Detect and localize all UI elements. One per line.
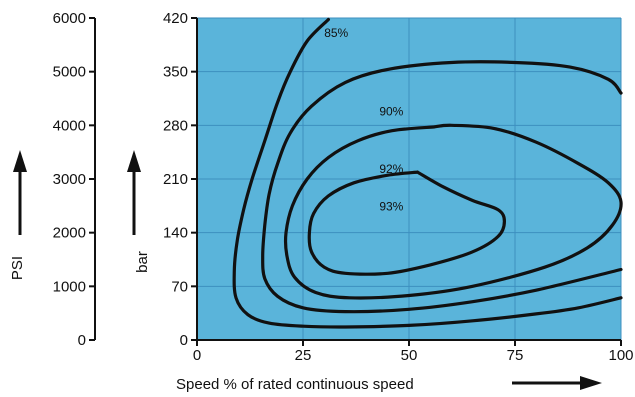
- contour-label-90-pct: 90%: [379, 104, 403, 118]
- y-axis-title: bar: [134, 251, 151, 273]
- y-tick-label-280: 280: [163, 117, 188, 134]
- secondary-y-tick-label-3000: 3000: [53, 171, 86, 188]
- y-tick-label-70: 70: [171, 278, 188, 295]
- secondary-y-axis-title: PSI: [9, 256, 26, 280]
- grid: [197, 17, 622, 340]
- y-tick-label-350: 350: [163, 64, 188, 81]
- secondary-y-tick-label-4000: 4000: [53, 117, 86, 134]
- x-axis-arrow: [512, 376, 602, 390]
- x-tick-label-50: 50: [401, 347, 418, 364]
- y-tick-label-420: 420: [163, 10, 188, 27]
- contour-line-85-pct: [232, 17, 623, 329]
- contour-label-93-pct: 93%: [379, 199, 403, 213]
- series-labels: 85% 90% 92% 93%: [324, 26, 403, 213]
- x-tick-label-0: 0: [193, 347, 201, 364]
- series-lines: [232, 17, 623, 329]
- x-tick-label-25: 25: [295, 347, 312, 364]
- contour-label-92-pct: 92%: [379, 162, 403, 176]
- secondary-y-tick-label-2000: 2000: [53, 225, 86, 242]
- y-tick-label-140: 140: [163, 225, 188, 242]
- contour-line-93-pct: [307, 170, 506, 276]
- contour-label-85-pct: 85%: [324, 26, 348, 40]
- secondary-y-tick-label-1000: 1000: [53, 278, 86, 295]
- bar-axis-arrow: [127, 150, 141, 235]
- y-tick-label-0: 0: [180, 332, 188, 349]
- x-tick-label-75: 75: [507, 347, 524, 364]
- secondary-y-tick-label-5000: 5000: [53, 64, 86, 81]
- contour-line-92-pct: [283, 123, 623, 300]
- x-tick-label-100: 100: [608, 347, 633, 364]
- secondary-y-tick-label-6000: 6000: [53, 10, 86, 27]
- psi-axis-arrow: [13, 150, 27, 235]
- contour-line-90-pct: [261, 60, 623, 314]
- y-tick-label-210: 210: [163, 171, 188, 188]
- x-axis-title: Speed % of rated continuous speed: [176, 376, 414, 393]
- secondary-y-tick-label-0: 0: [78, 332, 86, 349]
